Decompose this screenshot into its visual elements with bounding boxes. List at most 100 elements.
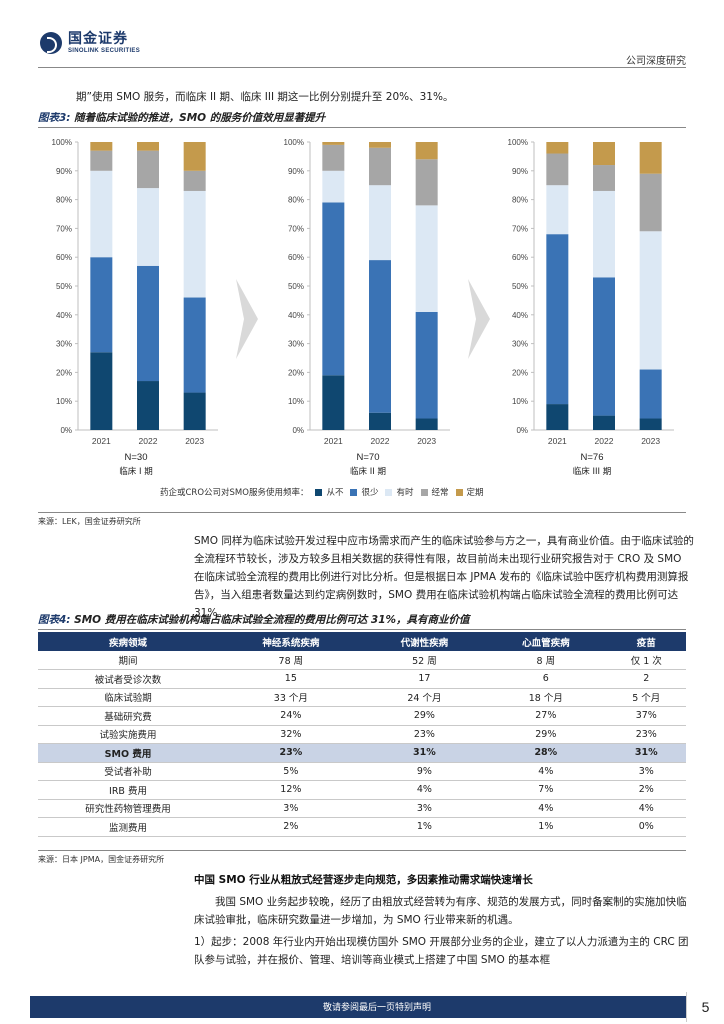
y-tick-label: 100% — [508, 138, 528, 147]
table-row-label: 临床试验期 — [38, 688, 218, 707]
y-tick-label: 80% — [56, 196, 72, 205]
table-row-label: IRB 费用 — [38, 780, 218, 800]
x-tick-label: 2021 — [324, 436, 343, 446]
table-cell: 仅 1 次 — [606, 651, 686, 670]
y-tick-label: 30% — [56, 340, 72, 349]
table-cell: 1% — [485, 817, 607, 837]
bar-segment — [415, 311, 438, 419]
x-tick-label: 2022 — [371, 436, 390, 446]
x-tick-label: 2021 — [92, 436, 111, 446]
table-row: 临床试验期 33 个月 24 个月 18 个月 5 个月 — [38, 688, 686, 707]
table-cell: 28% — [485, 743, 607, 763]
sample-size-label: N=70 — [357, 452, 380, 463]
y-tick-label: 50% — [56, 282, 72, 291]
bar-segment — [183, 170, 206, 191]
sample-size-label: N=76 — [581, 452, 604, 463]
y-tick-label: 100% — [52, 138, 72, 147]
legend-label-3: 经常 — [431, 488, 449, 498]
bar-segment — [639, 142, 662, 174]
table-cell: 4% — [606, 799, 686, 818]
intro-text: 期”使用 SMO 服务，而临床 II 期、临床 III 期这一比例分别提升至 2… — [76, 91, 454, 103]
table-row: 受试者补助 5% 9% 4% 3% — [38, 762, 686, 781]
table-row-label: 受试者补助 — [38, 762, 218, 781]
table-row: 试验实施费用 32% 23% 29% 23% — [38, 725, 686, 744]
bar-segment — [639, 173, 662, 232]
y-tick-label: 60% — [56, 253, 72, 262]
figure3-title-text: 随着临床试验的推进，SMO 的服务价值效用显著提升 — [74, 112, 326, 124]
bar-segment — [369, 185, 391, 261]
table-cell: 33 个月 — [218, 688, 364, 707]
bar-segment — [546, 234, 569, 405]
bar-segment — [183, 297, 206, 393]
y-tick-label: 10% — [56, 397, 72, 406]
bar-segment — [369, 147, 391, 186]
table-cell: 9% — [363, 762, 486, 781]
table-header-cell: 疾病领域 — [38, 632, 218, 651]
y-tick-label: 20% — [512, 368, 528, 377]
y-tick-label: 60% — [288, 253, 304, 262]
figure4-title: 图表4: SMO 费用在临床试验机构端占临床试验全流程的费用比例可达 31%，具… — [38, 612, 686, 630]
y-tick-label: 90% — [56, 167, 72, 176]
table-cell: 12% — [218, 780, 364, 800]
table-row: 监测费用 2% 1% 1% 0% — [38, 817, 686, 837]
table-cell: 5% — [218, 762, 364, 781]
chart-legend: 药企或CRO公司对SMO服务使用频率： 从不 很少 有时 经常 定期 — [160, 486, 484, 498]
table-row: 研究性药物管理费用 3% 3% 4% 4% — [38, 799, 686, 818]
paragraph-3: 1）起步：2008 年行业内开始出现模仿国外 SMO 开展部分业务的企业，建立了… — [194, 936, 689, 966]
y-tick-label: 70% — [288, 224, 304, 233]
table-cell: 31% — [606, 743, 686, 763]
table-cell: 31% — [363, 743, 486, 763]
legend-label-4: 定期 — [466, 488, 484, 498]
bar-segment — [322, 375, 345, 430]
bar-segment — [593, 165, 615, 191]
y-tick-label: 80% — [288, 196, 304, 205]
paragraph-1: SMO 同样为临床试验开发过程中应市场需求而产生的临床试验参与方之一，具有商业价… — [194, 535, 694, 619]
y-tick-label: 10% — [288, 397, 304, 406]
y-tick-label: 70% — [512, 224, 528, 233]
page-number: 5 — [686, 992, 724, 1022]
table-cell: 2 — [606, 669, 686, 689]
bar-segment — [593, 190, 615, 278]
table-cell: 23% — [606, 725, 686, 744]
y-tick-label: 30% — [288, 340, 304, 349]
bar-segment — [546, 185, 569, 235]
y-tick-label: 50% — [512, 282, 528, 291]
table-cell: 29% — [363, 706, 486, 726]
bar-segment — [183, 190, 206, 298]
x-tick-label: 2021 — [548, 436, 567, 446]
y-tick-label: 90% — [512, 167, 528, 176]
table-cell: 1% — [363, 817, 486, 837]
table-cell: 32% — [218, 725, 364, 744]
bar-segment — [415, 142, 438, 160]
legend-prefix: 药企或CRO公司对SMO服务使用频率： — [160, 488, 309, 498]
bar-segment — [322, 202, 345, 376]
bar-segment — [137, 265, 159, 382]
table-cell: 78 周 — [218, 651, 364, 670]
table-cell: 52 周 — [363, 651, 486, 670]
footer-bar: 敬请参阅最后一页特别声明 — [30, 996, 724, 1018]
table-row-label: 监测费用 — [38, 817, 218, 837]
table-header-row: 疾病领域 神经系统疾病 代谢性疾病 心血管疾病 疫苗 — [38, 632, 686, 651]
bar-segment — [415, 418, 438, 430]
table-row: SMO 费用 23% 31% 28% 31% — [38, 743, 686, 763]
x-tick-label: 2022 — [139, 436, 158, 446]
table-cell: 0% — [606, 817, 686, 837]
y-tick-label: 0% — [516, 426, 528, 435]
y-tick-label: 90% — [288, 167, 304, 176]
bar-segment — [593, 142, 615, 166]
report-type: 公司深度研究 — [626, 56, 686, 67]
table-cell: 6 — [485, 669, 607, 689]
table-header-cell: 心血管疾病 — [485, 632, 607, 651]
table-header-cell: 神经系统疾病 — [218, 632, 364, 651]
bar-segment — [546, 142, 569, 154]
bar-segment — [593, 277, 615, 416]
table-cell: 4% — [485, 799, 607, 818]
bar-segment — [415, 159, 438, 206]
x-tick-label: 2023 — [185, 436, 204, 446]
table-header-cell: 代谢性疾病 — [363, 632, 486, 651]
table-row-label: SMO 费用 — [38, 743, 218, 763]
bar-segment — [322, 170, 345, 203]
y-tick-label: 40% — [512, 311, 528, 320]
y-tick-label: 0% — [60, 426, 72, 435]
